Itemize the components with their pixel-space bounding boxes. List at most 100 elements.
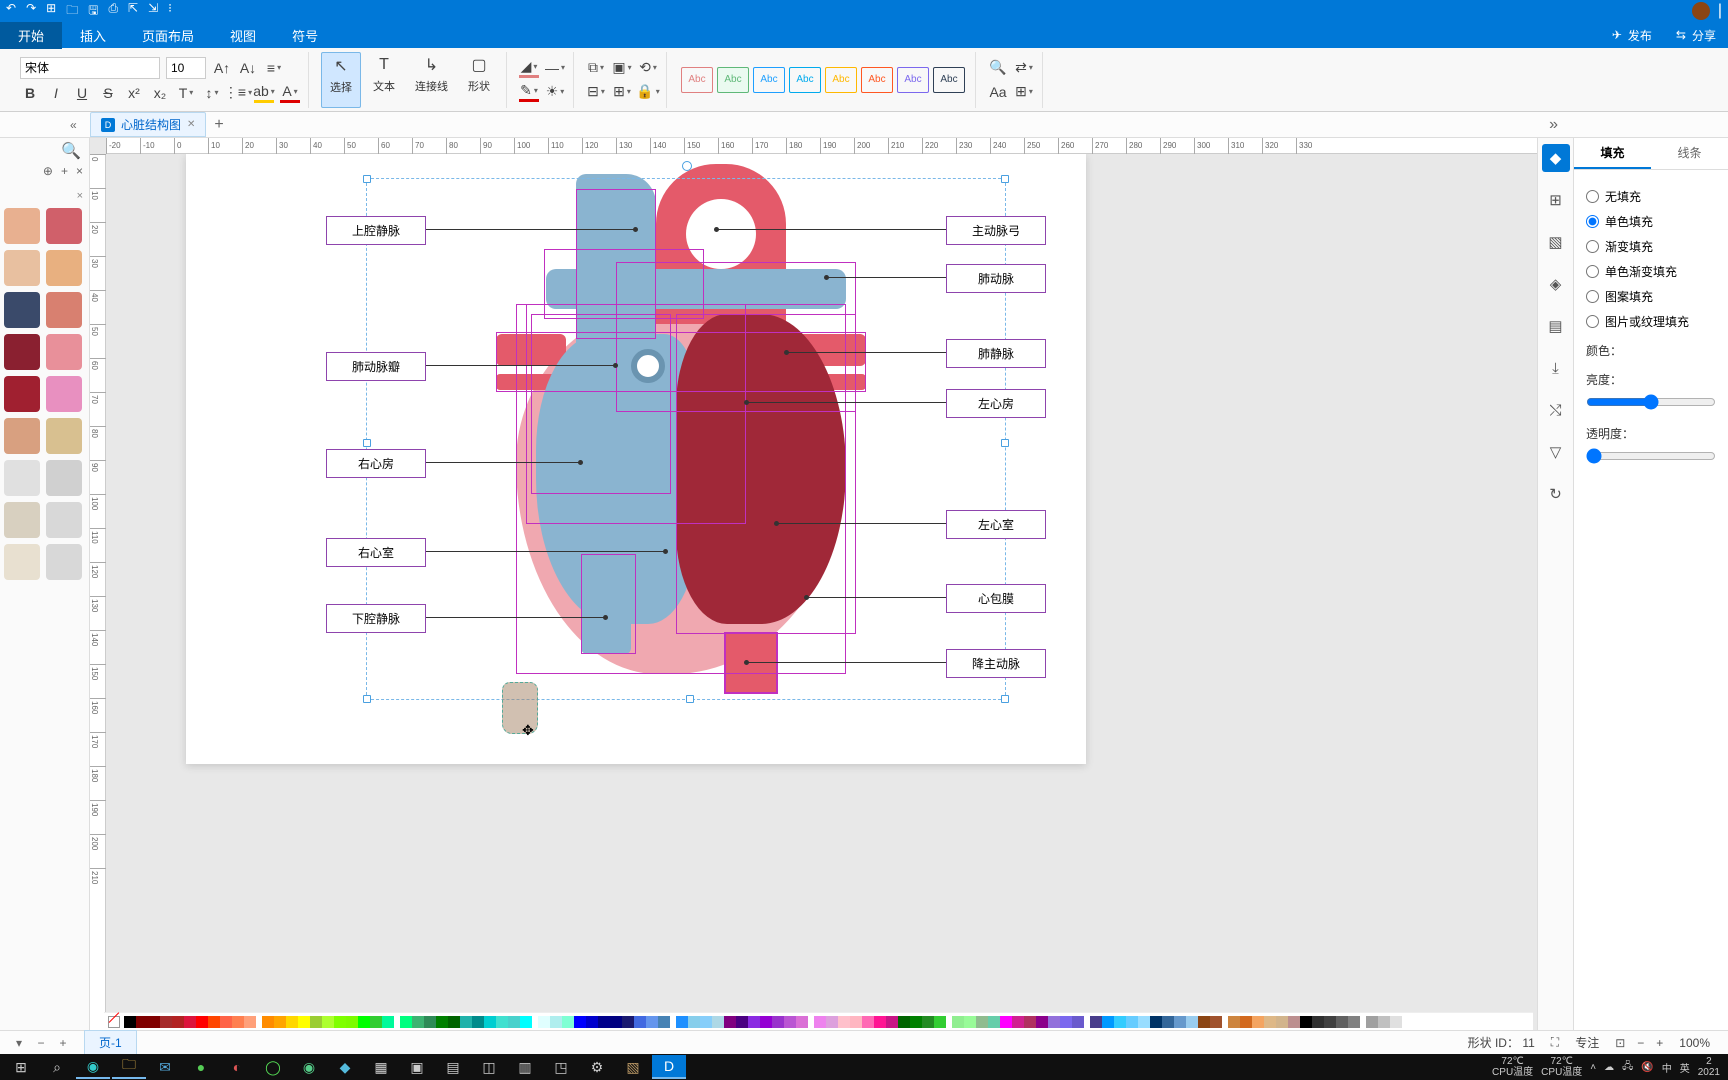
rtab-shuffle-icon[interactable]: ⤭: [1542, 396, 1570, 424]
palette-swatch[interactable]: [1186, 1016, 1198, 1028]
palette-swatch[interactable]: [826, 1016, 838, 1028]
opacity-slider[interactable]: [1586, 448, 1716, 464]
line-style-icon[interactable]: —: [545, 58, 565, 78]
palette-swatch[interactable]: [1012, 1016, 1024, 1028]
close-tab-icon[interactable]: ✕: [187, 119, 195, 130]
align-icon[interactable]: ≡: [264, 58, 284, 78]
palette-swatch[interactable]: [124, 1016, 136, 1028]
fit-icon[interactable]: ⊡: [1615, 1036, 1625, 1050]
palette-swatch[interactable]: [772, 1016, 784, 1028]
lib-section-close-icon[interactable]: ×: [0, 188, 89, 204]
palette-swatch[interactable]: [1312, 1016, 1324, 1028]
lib-close-icon[interactable]: ×: [76, 164, 83, 188]
anatomy-label[interactable]: 下腔静脉: [326, 604, 426, 633]
rtab-apps-icon[interactable]: ⊞: [1542, 186, 1570, 214]
palette-swatch[interactable]: [1102, 1016, 1114, 1028]
publish-button[interactable]: ✈ 发布: [1600, 27, 1664, 44]
palette-swatch[interactable]: [748, 1016, 760, 1028]
palette-swatch[interactable]: [400, 1016, 412, 1028]
app7-icon[interactable]: ▣: [400, 1055, 434, 1079]
handle-ne[interactable]: [1001, 175, 1009, 183]
palette-swatch[interactable]: [1036, 1016, 1048, 1028]
zoom-out-icon[interactable]: −: [1637, 1036, 1644, 1050]
italic-icon[interactable]: I: [46, 83, 66, 103]
library-shape[interactable]: [46, 208, 82, 244]
library-shape[interactable]: [4, 502, 40, 538]
list-icon[interactable]: ⋮≡: [228, 83, 248, 103]
rtab-history-icon[interactable]: ↻: [1542, 480, 1570, 508]
explorer-icon[interactable]: 🗀: [112, 1055, 146, 1079]
doc-tab[interactable]: D 心脏结构图 ✕: [90, 112, 206, 137]
save-icon[interactable]: 🖫: [88, 1, 98, 22]
menu-tab-symbol[interactable]: 符号: [274, 22, 336, 49]
library-shape[interactable]: [46, 418, 82, 454]
library-shape[interactable]: [4, 292, 40, 328]
palette-swatch[interactable]: [244, 1016, 256, 1028]
palette-swatch[interactable]: [898, 1016, 910, 1028]
library-shape[interactable]: [46, 250, 82, 286]
palette-swatch[interactable]: [538, 1016, 550, 1028]
palette-swatch[interactable]: [850, 1016, 862, 1028]
palette-swatch[interactable]: [1150, 1016, 1162, 1028]
palette-swatch[interactable]: [136, 1016, 148, 1028]
palette-swatch[interactable]: [1336, 1016, 1348, 1028]
text-dir-icon[interactable]: T: [176, 83, 196, 103]
fill-option[interactable]: 图案填充: [1586, 288, 1716, 305]
palette-swatch[interactable]: [520, 1016, 532, 1028]
app3-icon[interactable]: ◯: [256, 1055, 290, 1079]
palette-swatch[interactable]: [460, 1016, 472, 1028]
undo-icon[interactable]: ↶: [6, 1, 16, 22]
page-tab[interactable]: 页-1: [84, 1030, 137, 1055]
handle-se[interactable]: [1001, 695, 1009, 703]
palette-swatch[interactable]: [1324, 1016, 1336, 1028]
rtab-fill-icon[interactable]: ◆: [1542, 144, 1570, 172]
fill-option[interactable]: 单色渐变填充: [1586, 263, 1716, 280]
palette-swatch[interactable]: [1402, 1016, 1414, 1028]
app1-icon[interactable]: ●: [184, 1055, 218, 1079]
font-shrink-icon[interactable]: A↓: [238, 58, 258, 78]
add-tab-icon[interactable]: +: [214, 116, 223, 134]
palette-swatch[interactable]: [784, 1016, 796, 1028]
lock-icon[interactable]: 🔒: [638, 82, 658, 102]
style-swatch[interactable]: Abc: [897, 67, 929, 93]
current-app-icon[interactable]: D: [652, 1055, 686, 1079]
palette-swatch[interactable]: [676, 1016, 688, 1028]
palette-swatch[interactable]: [184, 1016, 196, 1028]
palette-swatch[interactable]: [760, 1016, 772, 1028]
palette-swatch[interactable]: [358, 1016, 370, 1028]
palette-swatch[interactable]: [1114, 1016, 1126, 1028]
lib-add-icon[interactable]: ⊕: [43, 164, 53, 188]
palette-swatch[interactable]: [586, 1016, 598, 1028]
page-remove-icon[interactable]: −: [30, 1036, 52, 1050]
highlight-icon[interactable]: ab: [254, 83, 274, 103]
library-shape[interactable]: [4, 376, 40, 412]
export-icon[interactable]: ⇱: [128, 1, 138, 22]
palette-swatch[interactable]: [232, 1016, 244, 1028]
app5-icon[interactable]: ◆: [328, 1055, 362, 1079]
palette-swatch[interactable]: [1174, 1016, 1186, 1028]
palette-swatch[interactable]: [436, 1016, 448, 1028]
arrange-icon[interactable]: ⧉: [586, 58, 606, 78]
fill-option[interactable]: 图片或纹理填充: [1586, 313, 1716, 330]
grid-icon[interactable]: ⊞: [1014, 82, 1034, 102]
menu-tab-view[interactable]: 视图: [212, 22, 274, 49]
font-size-input[interactable]: [166, 57, 206, 79]
palette-swatch[interactable]: [262, 1016, 274, 1028]
palette-swatch[interactable]: [1366, 1016, 1378, 1028]
palette-swatch[interactable]: [220, 1016, 232, 1028]
app9-icon[interactable]: ◫: [472, 1055, 506, 1079]
palette-swatch[interactable]: [886, 1016, 898, 1028]
palette-swatch[interactable]: [550, 1016, 562, 1028]
system-tray[interactable]: 72℃CPU温度 72℃CPU温度 ˄ ☁ 🖧 🔇 中 英 22021: [1492, 1056, 1724, 1078]
palette-swatch[interactable]: [1000, 1016, 1012, 1028]
style-gallery[interactable]: AbcAbcAbcAbcAbcAbcAbcAbc: [679, 67, 967, 93]
underline-icon[interactable]: U: [72, 83, 92, 103]
redo-icon[interactable]: ↷: [26, 1, 36, 22]
open-icon[interactable]: 🗀: [66, 1, 78, 22]
app6-icon[interactable]: ▦: [364, 1055, 398, 1079]
anatomy-label[interactable]: 心包膜: [946, 584, 1046, 613]
anatomy-label[interactable]: 肺静脉: [946, 339, 1046, 368]
style-swatch[interactable]: Abc: [789, 67, 821, 93]
palette-swatch[interactable]: [412, 1016, 424, 1028]
library-shape[interactable]: [4, 334, 40, 370]
